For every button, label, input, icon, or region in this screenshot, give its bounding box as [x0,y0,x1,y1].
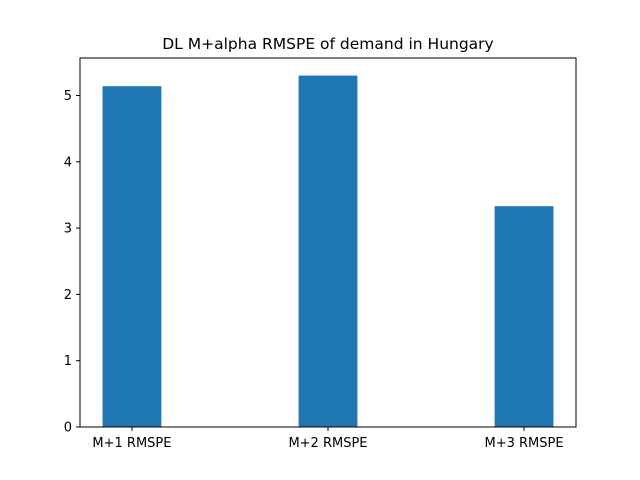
bar-1 [102,86,162,427]
x-tick-label: M+1 RMSPE [92,436,171,451]
y-tick-label: 2 [64,288,72,303]
y-tick-label: 3 [64,222,72,237]
bar-3 [494,206,554,427]
y-tick-label: 4 [64,155,72,170]
y-tick-label: 5 [64,89,72,104]
y-tick-label: 0 [64,421,72,436]
y-axis: 0 1 2 3 4 5 [64,89,80,436]
x-tick-label: M+3 RMSPE [485,436,564,451]
plot-frame [79,57,577,428]
x-tick-label: M+2 RMSPE [288,436,367,451]
bar-2 [298,75,358,428]
bars-layer [102,75,554,428]
chart-title: DL M+alpha RMSPE of demand in Hungary [162,35,493,53]
y-tick-label: 1 [64,354,72,369]
x-axis: M+1 RMSPE M+2 RMSPE M+3 RMSPE [92,427,564,451]
